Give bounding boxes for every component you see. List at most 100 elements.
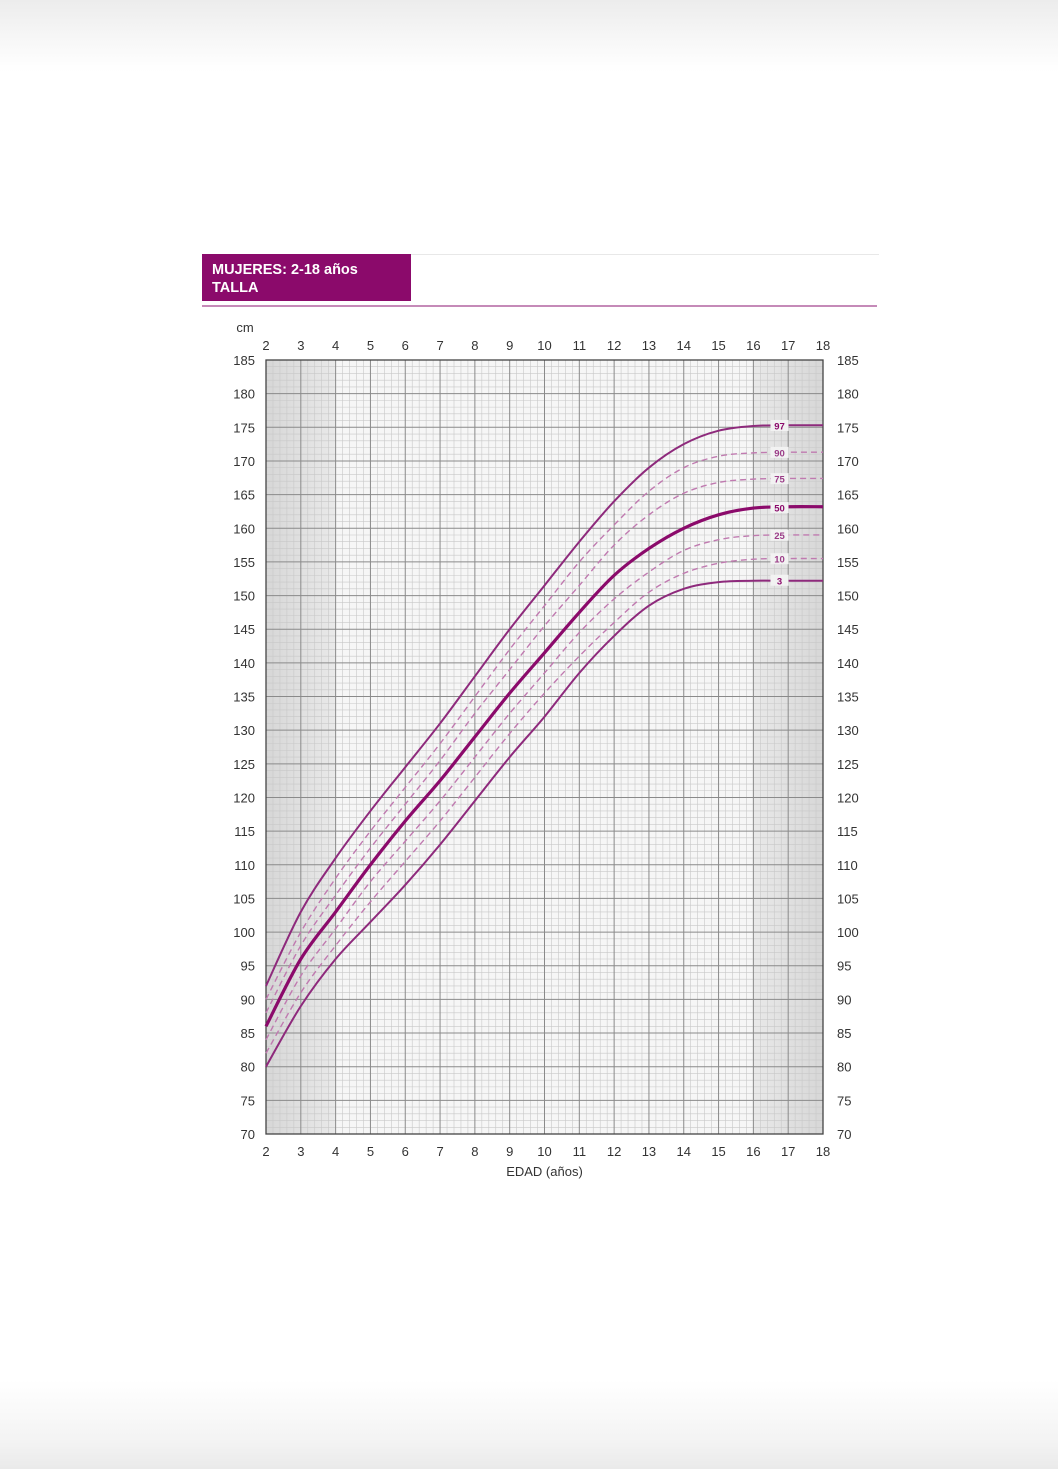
x-tick-label-bottom: 7 bbox=[436, 1144, 443, 1159]
y-tick-label-left: 160 bbox=[233, 521, 255, 536]
x-tick-label-bottom: 11 bbox=[573, 1144, 587, 1159]
x-tick-label-bottom: 15 bbox=[711, 1144, 725, 1159]
x-tick-label-top: 3 bbox=[297, 338, 304, 353]
x-tick-label-top: 9 bbox=[506, 338, 513, 353]
percentile-curve-p75 bbox=[265, 477, 824, 1014]
x-tick-label-top: 2 bbox=[262, 338, 269, 353]
x-tick-label-bottom: 9 bbox=[506, 1144, 513, 1159]
y-tick-label-right: 160 bbox=[837, 521, 859, 536]
y-tick-label-left: 180 bbox=[233, 387, 255, 402]
header-divider bbox=[202, 305, 877, 307]
y-tick-label-right: 105 bbox=[837, 891, 859, 906]
y-tick-label-left: 145 bbox=[233, 622, 255, 637]
x-tick-label-top: 5 bbox=[367, 338, 374, 353]
percentile-curve-p97 bbox=[265, 424, 824, 987]
x-tick-label-bottom: 10 bbox=[537, 1144, 551, 1159]
y-tick-label-left: 175 bbox=[233, 420, 255, 435]
y-tick-label-left: 150 bbox=[233, 589, 255, 604]
y-tick-label-right: 80 bbox=[837, 1060, 851, 1075]
y-tick-label-right: 70 bbox=[837, 1127, 851, 1142]
y-tick-label-right: 155 bbox=[837, 555, 859, 570]
y-tick-label-left: 185 bbox=[233, 353, 255, 368]
x-tick-label-top: 18 bbox=[816, 338, 830, 353]
x-tick-label-top: 15 bbox=[711, 338, 725, 353]
y-tick-label-right: 100 bbox=[837, 925, 859, 940]
y-tick-label-right: 130 bbox=[837, 723, 859, 738]
y-tick-label-left: 170 bbox=[233, 454, 255, 469]
y-tick-label-right: 170 bbox=[837, 454, 859, 469]
x-tick-label-bottom: 2 bbox=[262, 1144, 269, 1159]
y-tick-label-left: 130 bbox=[233, 723, 255, 738]
percentile-label-bg bbox=[770, 574, 789, 586]
percentile-curve-p90 bbox=[265, 451, 824, 1000]
x-tick-label-bottom: 13 bbox=[642, 1144, 656, 1159]
x-tick-label-top: 12 bbox=[607, 338, 621, 353]
header-subtitle: TALLA bbox=[212, 280, 259, 296]
x-tick-label-top: 4 bbox=[332, 338, 339, 353]
y-tick-label-right: 180 bbox=[837, 387, 859, 402]
x-tick-label-top: 6 bbox=[402, 338, 409, 353]
x-axis-title: EDAD (años) bbox=[506, 1164, 583, 1179]
y-tick-label-right: 125 bbox=[837, 757, 859, 772]
y-tick-label-right: 175 bbox=[837, 420, 859, 435]
x-tick-label-bottom: 3 bbox=[297, 1144, 304, 1159]
y-tick-label-left: 135 bbox=[233, 690, 255, 705]
y-tick-label-right: 85 bbox=[837, 1026, 851, 1041]
y-tick-label-left: 115 bbox=[234, 824, 255, 839]
x-tick-label-top: 11 bbox=[573, 338, 587, 353]
y-tick-label-right: 185 bbox=[837, 353, 859, 368]
percentile-label-bg bbox=[770, 419, 789, 431]
x-tick-label-bottom: 8 bbox=[471, 1144, 478, 1159]
y-tick-label-left: 95 bbox=[241, 959, 255, 974]
x-tick-label-bottom: 6 bbox=[402, 1144, 409, 1159]
percentile-curve-p3 bbox=[265, 579, 823, 1068]
percentile-label-bg bbox=[770, 446, 789, 458]
y-tick-label-left: 110 bbox=[234, 858, 255, 873]
y-tick-label-right: 110 bbox=[837, 858, 858, 873]
bottom-page-shade bbox=[0, 1380, 1058, 1469]
x-tick-label-bottom: 4 bbox=[332, 1144, 339, 1159]
y-tick-label-right: 75 bbox=[837, 1093, 851, 1108]
percentile-label-p50: 50 bbox=[774, 504, 785, 515]
percentile-label-p10: 10 bbox=[774, 555, 785, 566]
x-tick-label-top: 16 bbox=[746, 338, 760, 353]
y-tick-label-right: 115 bbox=[837, 824, 858, 839]
y-axis-unit-label: cm bbox=[236, 320, 253, 335]
y-tick-label-right: 145 bbox=[837, 622, 859, 637]
x-tick-label-bottom: 17 bbox=[781, 1144, 795, 1159]
y-tick-label-left: 100 bbox=[233, 925, 255, 940]
x-tick-label-top: 13 bbox=[642, 338, 656, 353]
percentile-label-p97: 97 bbox=[774, 421, 785, 432]
y-tick-label-right: 95 bbox=[837, 959, 851, 974]
y-tick-label-left: 80 bbox=[241, 1060, 255, 1075]
y-tick-label-right: 90 bbox=[837, 992, 851, 1007]
x-tick-label-top: 7 bbox=[436, 338, 443, 353]
percentile-label-bg bbox=[770, 473, 789, 485]
x-tick-label-top: 8 bbox=[471, 338, 478, 353]
percentile-label-p90: 90 bbox=[774, 448, 785, 459]
x-tick-label-bottom: 12 bbox=[607, 1144, 621, 1159]
y-tick-label-left: 70 bbox=[241, 1127, 255, 1142]
y-tick-label-right: 135 bbox=[837, 690, 859, 705]
x-tick-label-top: 14 bbox=[677, 338, 691, 353]
percentile-curve-p25 bbox=[265, 534, 824, 1041]
y-tick-label-left: 90 bbox=[241, 992, 255, 1007]
percentile-label-p25: 25 bbox=[774, 531, 785, 542]
y-tick-label-left: 75 bbox=[241, 1093, 255, 1108]
header-top-line bbox=[411, 254, 879, 255]
y-tick-label-left: 165 bbox=[233, 488, 255, 503]
percentile-label-p3: 3 bbox=[777, 576, 782, 587]
x-tick-label-top: 17 bbox=[781, 338, 795, 353]
percentile-curve-p50 bbox=[264, 505, 824, 1028]
percentile-label-bg bbox=[770, 502, 789, 514]
top-page-shade bbox=[0, 0, 1058, 72]
x-tick-label-bottom: 18 bbox=[816, 1144, 830, 1159]
y-tick-label-right: 140 bbox=[837, 656, 859, 671]
y-tick-label-left: 105 bbox=[233, 891, 255, 906]
y-tick-label-right: 120 bbox=[837, 790, 859, 805]
y-tick-label-left: 85 bbox=[241, 1026, 255, 1041]
percentile-label-bg bbox=[770, 553, 789, 565]
y-tick-label-left: 155 bbox=[233, 555, 255, 570]
x-tick-label-bottom: 16 bbox=[746, 1144, 760, 1159]
y-tick-label-left: 125 bbox=[233, 757, 255, 772]
